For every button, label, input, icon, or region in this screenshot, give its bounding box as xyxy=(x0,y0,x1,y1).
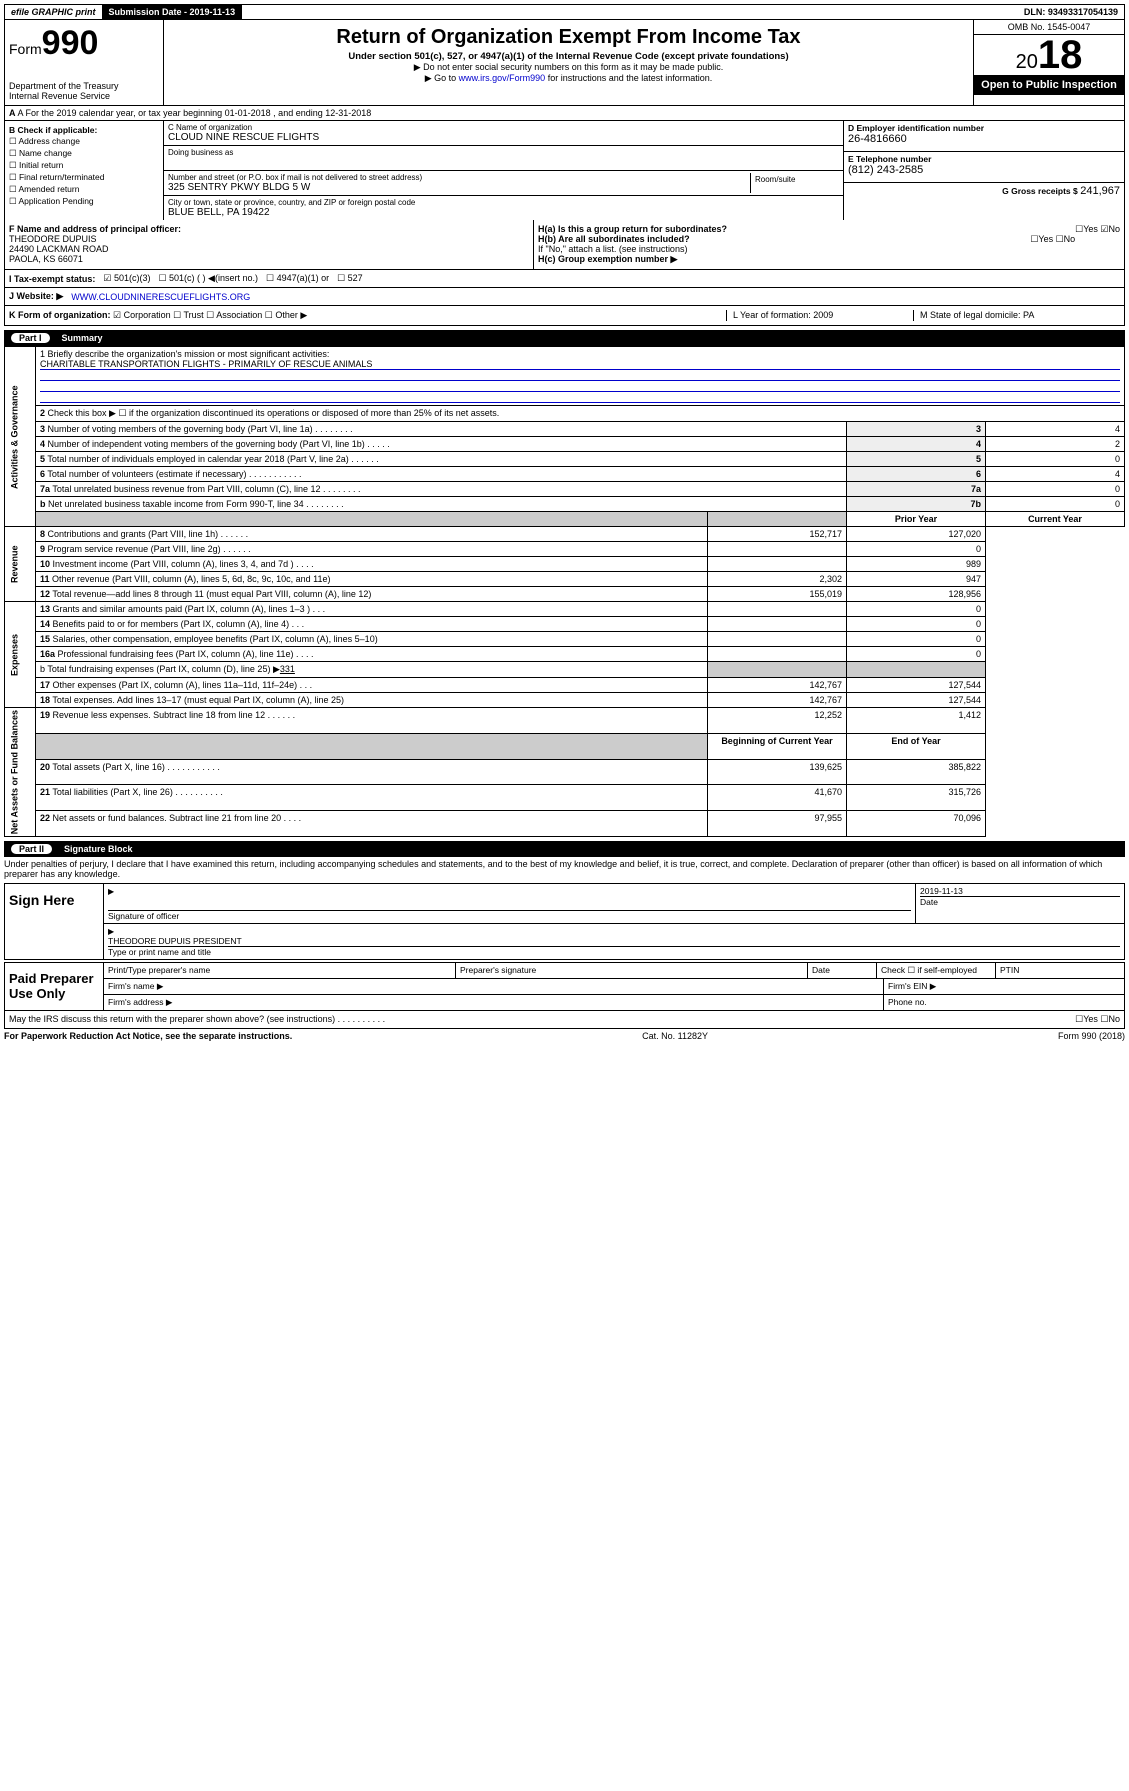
room-suite: Room/suite xyxy=(751,173,839,193)
val-16b: 331 xyxy=(280,664,295,674)
row-j-website: J Website: ▶ WWW.CLOUDNINERESCUEFLIGHTS.… xyxy=(4,288,1125,306)
row-k: K Form of organization: ☑ Corporation ☐ … xyxy=(4,306,1125,326)
ein: 26-4816660 xyxy=(848,133,1120,145)
chk-final-return[interactable]: ☐ Final return/terminated xyxy=(9,172,159,183)
section-f: F Name and address of principal officer:… xyxy=(5,220,534,269)
irs-link[interactable]: www.irs.gov/Form990 xyxy=(459,73,546,83)
side-revenue: Revenue xyxy=(5,527,36,602)
state-domicile: M State of legal domicile: PA xyxy=(913,310,1120,321)
chk-app-pending[interactable]: ☐ Application Pending xyxy=(9,196,159,207)
val-c18: 127,544 xyxy=(847,693,986,708)
self-employed-check[interactable]: Check ☐ if self-employed xyxy=(877,963,996,978)
chk-501c[interactable]: ☐ 501(c) ( ) ◀(insert no.) xyxy=(158,273,258,284)
block-bcde: B Check if applicable: ☐ Address change … xyxy=(4,121,1125,220)
chk-address-change[interactable]: ☐ Address change xyxy=(9,136,159,147)
val-5: 0 xyxy=(986,452,1125,467)
telephone: (812) 243-2585 xyxy=(848,164,1120,176)
part-2-header: Part II Signature Block xyxy=(4,841,1125,857)
sig-date: 2019-11-13 xyxy=(920,886,1120,896)
val-c22: 70,096 xyxy=(847,811,986,837)
street-address: 325 SENTRY PKWY BLDG 5 W xyxy=(168,182,750,193)
summary-table: Activities & Governance 1 Briefly descri… xyxy=(4,346,1125,837)
signature-declaration: Under penalties of perjury, I declare th… xyxy=(4,857,1125,881)
year-formation: L Year of formation: 2009 xyxy=(726,310,913,321)
tax-year: 2018 xyxy=(974,35,1124,75)
dln: DLN: 93493317054139 xyxy=(1018,5,1124,19)
val-c12: 128,956 xyxy=(847,587,986,602)
form-number: Form990 xyxy=(9,24,159,63)
row-a-tax-year: A A For the 2019 calendar year, or tax y… xyxy=(4,106,1125,121)
chk-name-change[interactable]: ☐ Name change xyxy=(9,148,159,159)
ha-answer[interactable]: ☐Yes ☑No xyxy=(1075,224,1120,235)
val-7a: 0 xyxy=(986,482,1125,497)
org-name: CLOUD NINE RESCUE FLIGHTS xyxy=(168,132,839,143)
section-h: H(a) Is this a group return for subordin… xyxy=(534,220,1124,269)
chk-527[interactable]: ☐ 527 xyxy=(337,273,363,284)
website-link[interactable]: WWW.CLOUDNINERESCUEFLIGHTS.ORG xyxy=(71,292,250,302)
hb-answer[interactable]: ☐Yes ☐No xyxy=(1030,234,1075,245)
val-4: 2 xyxy=(986,437,1125,452)
open-public-badge: Open to Public Inspection xyxy=(974,75,1124,95)
dept-label: Department of the Treasury Internal Reve… xyxy=(9,81,159,101)
side-governance: Activities & Governance xyxy=(5,347,36,527)
submission-date: Submission Date - 2019-11-13 xyxy=(103,5,243,19)
form-title: Return of Organization Exempt From Incom… xyxy=(172,26,965,49)
chk-initial-return[interactable]: ☐ Initial return xyxy=(9,160,159,171)
form-subtitle: Under section 501(c), 527, or 4947(a)(1)… xyxy=(172,51,965,62)
val-c8: 127,020 xyxy=(847,527,986,542)
side-expenses: Expenses xyxy=(5,602,36,708)
block-fgh: F Name and address of principal officer:… xyxy=(4,220,1125,270)
top-bar: efile GRAPHIC print Submission Date - 20… xyxy=(4,4,1125,20)
section-c: C Name of organization CLOUD NINE RESCUE… xyxy=(164,121,843,220)
footer: For Paperwork Reduction Act Notice, see … xyxy=(4,1029,1125,1043)
section-de: D Employer identification number 26-4816… xyxy=(843,121,1124,220)
note-ssn: ▶ Do not enter social security numbers o… xyxy=(172,62,965,73)
note-link: ▶ Go to www.irs.gov/Form990 for instruct… xyxy=(172,73,965,84)
side-net-assets: Net Assets or Fund Balances xyxy=(5,708,36,837)
row-i-tax-status: I Tax-exempt status: ☑ 501(c)(3) ☐ 501(c… xyxy=(4,270,1125,288)
part-1-header: Part I Summary xyxy=(4,330,1125,346)
val-6: 4 xyxy=(986,467,1125,482)
val-7b: 0 xyxy=(986,497,1125,512)
chk-501c3[interactable]: ☑ 501(c)(3) xyxy=(103,273,150,284)
sign-here-block: Sign Here Signature of officer 2019-11-1… xyxy=(4,883,1125,960)
efile-label[interactable]: efile GRAPHIC print xyxy=(5,5,103,19)
form-header: Form990 Department of the Treasury Inter… xyxy=(4,20,1125,106)
paid-preparer-block: Paid Preparer Use Only Print/Type prepar… xyxy=(4,962,1125,1011)
officer-printed-name: THEODORE DUPUIS PRESIDENT xyxy=(108,936,1120,946)
gross-receipts: 241,967 xyxy=(1080,185,1120,197)
chk-4947[interactable]: ☐ 4947(a)(1) or xyxy=(266,273,329,284)
officer-name: THEODORE DUPUIS xyxy=(9,234,97,244)
chk-amended[interactable]: ☐ Amended return xyxy=(9,184,159,195)
city-state-zip: BLUE BELL, PA 19422 xyxy=(168,207,839,218)
form-org-opts[interactable]: ☑ Corporation ☐ Trust ☐ Association ☐ Ot… xyxy=(113,310,307,320)
section-b: B Check if applicable: ☐ Address change … xyxy=(5,121,164,220)
discuss-answer[interactable]: ☐Yes ☐No xyxy=(1075,1014,1120,1025)
mission-text: CHARITABLE TRANSPORTATION FLIGHTS - PRIM… xyxy=(40,359,1120,370)
val-3: 4 xyxy=(986,422,1125,437)
